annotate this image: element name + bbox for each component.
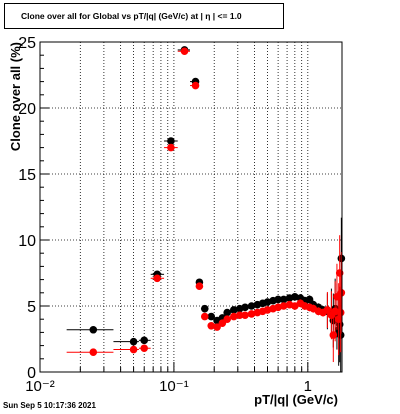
plot-frame: [39, 41, 343, 373]
data-point: [167, 143, 175, 152]
data-point: [89, 325, 98, 334]
chart-title: Clone over all for Global vs pT/|q| (GeV…: [21, 11, 242, 21]
data-point: [191, 81, 200, 90]
x-tick-label: 10⁻²: [25, 378, 55, 395]
x-axis-label: pT/|q| (GeV/c): [254, 392, 338, 407]
data-point: [140, 336, 149, 345]
data-point: [241, 311, 249, 320]
data-point: [200, 312, 209, 321]
x-tick-label: 10⁻¹: [159, 378, 189, 395]
data-point: [337, 289, 346, 297]
chart-title-box: Clone over all for Global vs pT/|q| (GeV…: [4, 3, 284, 29]
data-point: [336, 308, 345, 317]
data-point: [274, 295, 282, 304]
data-point: [241, 303, 249, 312]
data-point: [279, 302, 288, 310]
data-point: [229, 312, 238, 321]
series-0: [66, 46, 346, 372]
data-point: [229, 306, 238, 314]
data-point: [153, 274, 161, 283]
data-point: [89, 348, 98, 357]
data-point: [279, 295, 288, 304]
data-point: [180, 47, 189, 56]
y-tick-label: 25: [18, 35, 36, 52]
y-tick-label: 20: [18, 101, 36, 118]
data-point: [247, 302, 256, 310]
y-tick-label: 0: [27, 365, 36, 382]
y-tick-label: 15: [18, 167, 36, 184]
data-point: [213, 323, 221, 331]
grid-lines: [39, 42, 342, 372]
data-point: [223, 315, 231, 324]
timestamp: Sun Sep 5 10:17:36 2021: [3, 401, 96, 410]
data-point: [140, 344, 149, 353]
data-point: [167, 137, 175, 145]
data-point: [223, 308, 231, 317]
data-point: [329, 331, 338, 339]
data-point: [235, 311, 244, 320]
data-point: [129, 345, 138, 354]
y-tick-label: 5: [27, 299, 36, 316]
data-point: [247, 310, 256, 318]
y-tick-label: 10: [18, 233, 36, 250]
data-point: [305, 295, 314, 304]
data-point: [195, 282, 204, 291]
data-points: [66, 46, 346, 372]
data-point: [207, 322, 216, 330]
series-1: [66, 47, 346, 363]
axis-ticks: [39, 41, 309, 373]
data-point: [129, 337, 138, 346]
y-axis-label: Clone over all (%): [8, 42, 23, 151]
x-tick-label: 1: [304, 378, 312, 395]
data-point: [200, 304, 209, 313]
data-point: [207, 312, 216, 321]
tick-labels: 0 5 10 15 20 25 10⁻² 10⁻¹ 1: [18, 35, 312, 395]
data-point: [323, 306, 332, 314]
